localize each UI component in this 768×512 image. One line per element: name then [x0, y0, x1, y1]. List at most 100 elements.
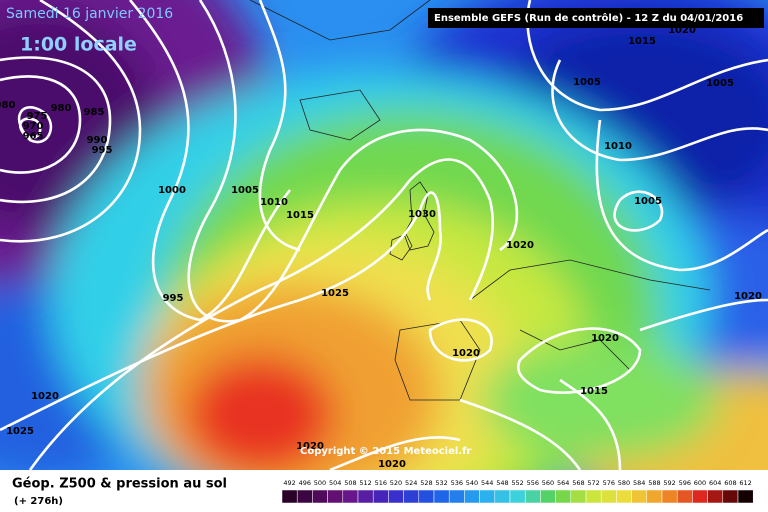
isobar-label: 990 — [87, 135, 108, 146]
copyright: Copyright © 2015 Meteociel.fr — [300, 446, 471, 457]
legend-tick-label: 568 — [572, 479, 584, 487]
isobar-label: 980 — [0, 100, 15, 111]
legend-tick-label: 556 — [527, 479, 539, 487]
isobar-label: 995 — [92, 145, 113, 156]
legend-swatch — [555, 489, 572, 504]
legend-tick-label: 528 — [420, 479, 432, 487]
legend-tick-label: 560 — [542, 479, 554, 487]
legend-swatch — [296, 489, 313, 504]
legend-tick-label: 608 — [724, 479, 736, 487]
color-legend: 492 496 500 504 508 512 516 520 524 528 532 536 540 5… — [281, 479, 754, 504]
legend-tick-label: 524 — [405, 479, 417, 487]
isobar-label: 985 — [84, 107, 105, 118]
legend-swatch — [403, 489, 420, 504]
legend-swatch — [509, 489, 526, 504]
legend-swatch — [433, 489, 450, 504]
legend-tick-label: 564 — [557, 479, 569, 487]
legend-tick-label: 532 — [435, 479, 447, 487]
isobar-label: 1025 — [6, 426, 34, 437]
legend-swatch — [357, 489, 374, 504]
legend-swatch — [342, 489, 359, 504]
isobar-label: 1015 — [286, 210, 314, 221]
isobar-label: 1015 — [628, 36, 656, 47]
isobar-label: 1030 — [408, 209, 436, 220]
run-banner — [428, 8, 764, 28]
date: Samedi 16 janvier 2016 — [6, 6, 173, 22]
legend-swatch — [692, 489, 708, 504]
legend-tick-label: 500 — [314, 479, 326, 487]
legend-tick-label: 580 — [618, 479, 630, 487]
legend-tick-label: 504 — [329, 479, 341, 487]
isobar-label: 1015 — [580, 386, 608, 397]
legend-tick-label: 552 — [511, 479, 523, 487]
legend-swatch — [676, 489, 693, 504]
isobar-label: 1005 — [634, 196, 662, 207]
legend-swatch — [494, 489, 511, 504]
legend-tick-label: 536 — [451, 479, 463, 487]
legend-tick-label: 596 — [679, 479, 691, 487]
legend-tick-label: 516 — [375, 479, 387, 487]
isobar-label: 1020 — [296, 441, 324, 452]
isobar-labels: 1015102010051005101010059809759709659809… — [0, 25, 762, 470]
legend-tick-label: 576 — [603, 479, 615, 487]
isobar-label: 995 — [163, 293, 184, 304]
legend-swatch — [479, 489, 496, 504]
isobar-label: 1000 — [158, 185, 186, 196]
isobar-label: 975 — [27, 111, 48, 122]
legend-swatch — [281, 489, 298, 504]
field-title: Géop. Z500 & pression au sol — [12, 477, 227, 492]
coastlines — [249, 0, 711, 401]
isobar-label: 1020 — [506, 240, 534, 251]
legend-swatch — [616, 489, 632, 504]
legend-swatch — [464, 489, 480, 504]
isobar-label: 1005 — [231, 185, 259, 196]
legend-tick-label: 508 — [344, 479, 356, 487]
legend-tick-label: 544 — [481, 479, 493, 487]
legend-tick-label: 540 — [466, 479, 478, 487]
legend-tick-label: 496 — [299, 479, 311, 487]
isobar-label: 970 — [23, 121, 44, 132]
local-time: 1:00 locale — [20, 34, 137, 56]
legend-swatch — [540, 489, 556, 504]
legend-swatch — [327, 489, 344, 504]
isobar-label: 1020 — [31, 391, 59, 402]
legend-swatch — [524, 489, 541, 504]
isobars — [0, 0, 768, 470]
legend-swatch — [448, 489, 465, 504]
isobar-label: 1020 — [668, 25, 696, 36]
legend-tick-label: 520 — [390, 479, 402, 487]
legend-swatch — [722, 489, 739, 504]
legend-swatch — [646, 489, 663, 504]
legend-swatch — [418, 489, 435, 504]
legend-swatch — [372, 489, 389, 504]
isobar-label: 1020 — [378, 459, 406, 470]
isobar-label: 1020 — [591, 333, 619, 344]
legend-tick-label: 604 — [709, 479, 721, 487]
isobar-label: 1025 — [321, 288, 349, 299]
legend-swatch — [707, 489, 724, 504]
legend-swatch — [388, 489, 404, 504]
isobar-label: 980 — [51, 103, 72, 114]
legend-tick-label: 492 — [283, 479, 295, 487]
isobar-label: 1020 — [734, 291, 762, 302]
legend-tick-label: 592 — [663, 479, 675, 487]
isobar-label: 1005 — [706, 78, 734, 89]
legend-tick-label: 588 — [648, 479, 660, 487]
isobar-label: 1010 — [604, 141, 632, 152]
isobar-label: 1020 — [452, 348, 480, 359]
legend-swatch — [631, 489, 648, 504]
legend-swatch — [570, 489, 587, 504]
legend-swatch — [600, 489, 617, 504]
legend-tick-label: 512 — [359, 479, 371, 487]
legend-swatch — [312, 489, 328, 504]
legend-tick-label: 584 — [633, 479, 645, 487]
legend-tick-label: 548 — [496, 479, 508, 487]
lead-time: (+ 276h) — [14, 496, 63, 507]
run-info: Ensemble GEFS (Run de contrôle) - 12 Z d… — [434, 12, 743, 24]
isobar-label: 965 — [23, 131, 44, 142]
legend-swatch — [585, 489, 602, 504]
legend-tick-label: 600 — [694, 479, 706, 487]
legend-swatch — [737, 489, 754, 504]
